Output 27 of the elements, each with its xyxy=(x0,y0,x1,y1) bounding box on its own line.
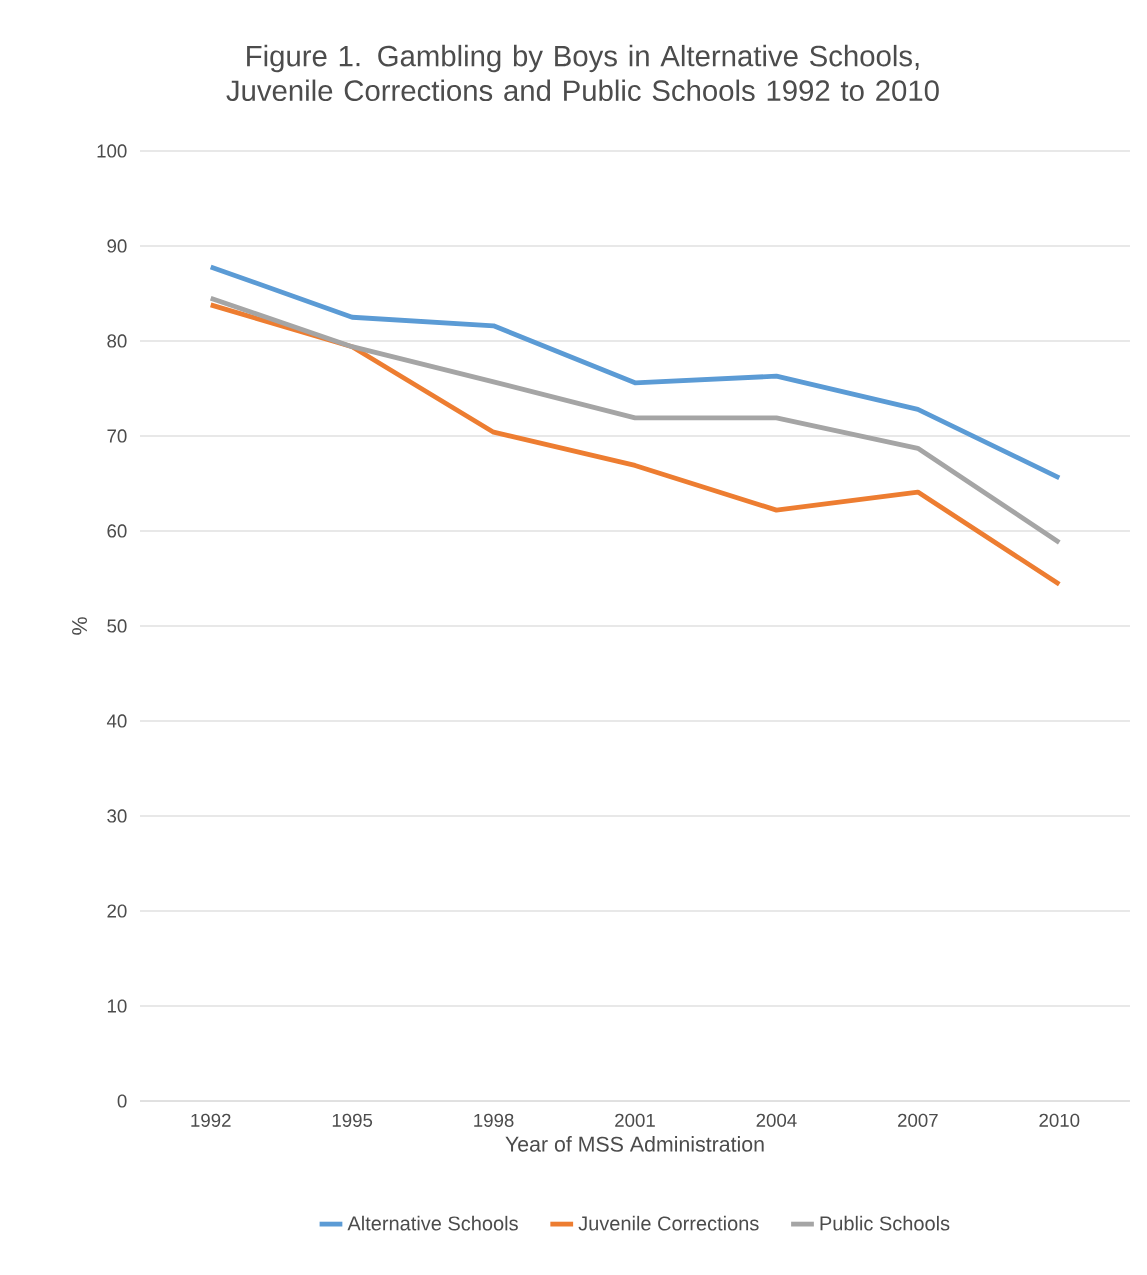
y-tick-label: 40 xyxy=(106,714,127,728)
x-tick-label: 1998 xyxy=(474,1113,514,1127)
x-tick-label: 2010 xyxy=(1039,1113,1080,1127)
y-tick-label: 90 xyxy=(107,239,127,253)
y-tick-label: 80 xyxy=(107,334,127,348)
x-axis-title: Year of MSS Administration xyxy=(505,1136,764,1152)
x-tick-label: 2004 xyxy=(756,1113,797,1127)
y-tick-label: 30 xyxy=(107,809,127,823)
y-tick-label: 60 xyxy=(107,524,127,538)
y-axis-title: % xyxy=(72,617,87,635)
y-tick-label: 20 xyxy=(107,904,127,918)
line-series xyxy=(208,264,1062,481)
y-tick-label: 10 xyxy=(107,999,127,1013)
legend-label: Public Schools xyxy=(820,1215,950,1231)
y-tick-label: 50 xyxy=(107,619,127,633)
y-tick-label: 100 xyxy=(97,144,127,158)
x-tick-label: 2007 xyxy=(898,1113,938,1127)
x-tick-label: 1995 xyxy=(332,1113,373,1127)
line-series xyxy=(208,295,1062,545)
legend-label: Alternative Schools xyxy=(347,1215,518,1231)
x-tick-label: 1992 xyxy=(191,1113,231,1127)
y-tick-label: 0 xyxy=(117,1094,127,1108)
x-tick-label: 2001 xyxy=(615,1113,655,1127)
legend-label: Juvenile Corrections xyxy=(578,1215,759,1231)
y-tick-label: 70 xyxy=(107,429,127,443)
chart-title: Figure 1. Gambling by Boys in Alternative Schools, Juvenile Corrections and Public Schools 1992 to 2010 xyxy=(226,44,939,102)
line-series xyxy=(208,302,1062,587)
